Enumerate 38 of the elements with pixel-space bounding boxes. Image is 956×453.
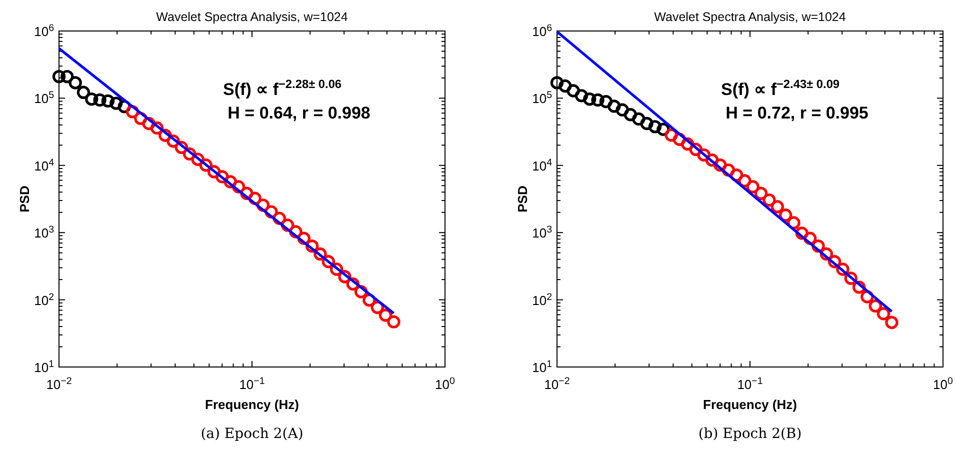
y-tick-label: 10$^{2}$ <box>532 291 552 308</box>
x-tick-label: 10$^{−1}$ <box>737 376 763 392</box>
y-tick-label: 10$^{1}$ <box>34 358 54 375</box>
y-tick-label: 10$^{1}$ <box>532 358 552 375</box>
point <box>746 180 760 194</box>
x-axis-title: Frequency (Hz) <box>703 397 797 412</box>
point <box>754 186 768 200</box>
y-tick-label: 10$^{4}$ <box>34 156 55 174</box>
y-tick-label: 10$^{4}$ <box>532 156 553 174</box>
point <box>387 315 400 328</box>
y-tick-label: 10$^{5}$ <box>34 90 55 106</box>
y-tick-label: 10$^{6}$ <box>34 22 54 39</box>
text: (b) Epoch 2(B) <box>698 426 802 442</box>
chart-title: Wavelet Spectra Analysis, w=1024 <box>654 10 846 24</box>
point <box>762 193 776 207</box>
y-tick-label: 10$^{3}$ <box>34 224 54 241</box>
x-tick-label: 10$^{0}$ <box>933 376 954 392</box>
point <box>378 308 392 322</box>
annotation: S(f) ∝ f$^{−2.43± 0.09}$ <box>721 76 840 99</box>
point <box>885 316 898 330</box>
x-tick-label: 10$^{−2}$ <box>544 376 570 392</box>
point <box>876 307 890 320</box>
annotation: H = 0.72, r = 0.995 <box>726 103 868 122</box>
x-tick-label: 10$^{−1}$ <box>239 376 265 392</box>
y-tick-label: 10$^{5}$ <box>532 90 553 106</box>
x-tick-label: 10$^{0}$ <box>435 376 456 392</box>
annotation: S(f) ∝ f$^{−2.28± 0.06}$ <box>223 76 342 99</box>
y-tick-label: 10$^{2}$ <box>34 291 54 308</box>
y-tick-label: 10$^{3}$ <box>532 224 552 241</box>
x-tick-label: 10$^{−2}$ <box>46 376 72 392</box>
annotation: H = 0.64, r = 0.998 <box>228 103 370 122</box>
x-axis-title: Frequency (Hz) <box>205 397 299 412</box>
point <box>770 200 784 214</box>
y-axis-title: PSD <box>515 186 530 212</box>
chart-title: Wavelet Spectra Analysis, w=1024 <box>156 10 348 24</box>
y-axis-title: PSD <box>17 186 32 212</box>
y-tick-label: 10$^{6}$ <box>532 22 552 39</box>
text: (a) Epoch 2(A) <box>200 426 304 442</box>
